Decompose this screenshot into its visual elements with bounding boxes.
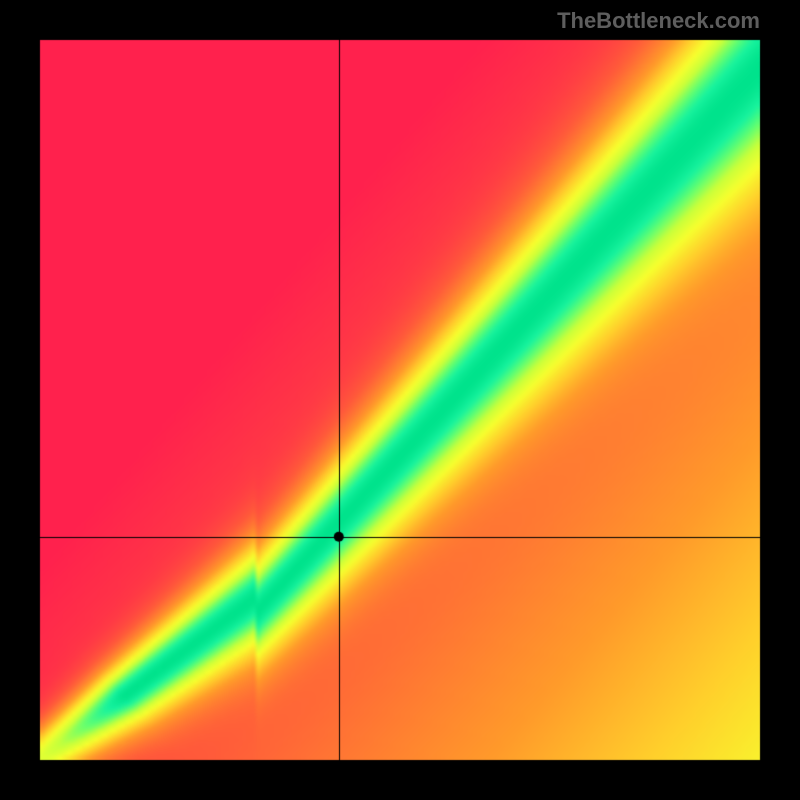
watermark-text: TheBottleneck.com — [557, 8, 760, 34]
bottleneck-heatmap-canvas — [0, 0, 800, 800]
chart-container: { "canvas": { "width": 800, "height": 80… — [0, 0, 800, 800]
